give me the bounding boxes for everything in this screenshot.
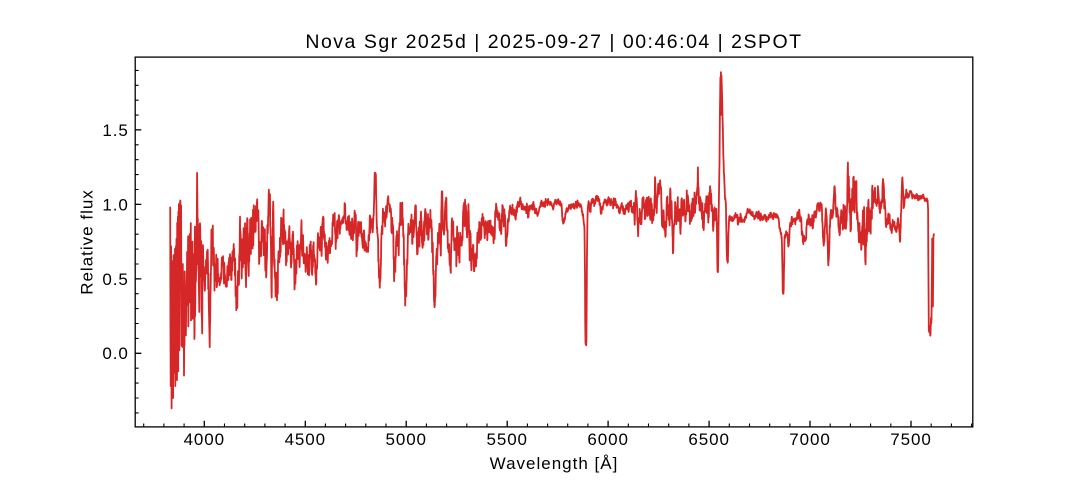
svg-text:6000: 6000 [587, 430, 628, 449]
svg-text:Nova Sgr 2025d | 2025-09-27 |: Nova Sgr 2025d | 2025-09-27 | 00:46:04 |… [305, 31, 802, 53]
svg-text:5500: 5500 [486, 430, 527, 449]
svg-text:7000: 7000 [789, 430, 830, 449]
svg-text:6500: 6500 [688, 430, 729, 449]
svg-text:7500: 7500 [890, 430, 931, 449]
svg-text:5000: 5000 [385, 430, 426, 449]
svg-text:4000: 4000 [184, 430, 225, 449]
svg-text:1.0: 1.0 [102, 195, 128, 214]
svg-text:1.5: 1.5 [102, 121, 128, 140]
svg-text:Wavelength [Å]: Wavelength [Å] [490, 454, 619, 473]
svg-text:Relative flux: Relative flux [78, 189, 97, 295]
svg-text:0.0: 0.0 [102, 344, 128, 363]
svg-text:4500: 4500 [285, 430, 326, 449]
svg-text:0.5: 0.5 [102, 270, 128, 289]
